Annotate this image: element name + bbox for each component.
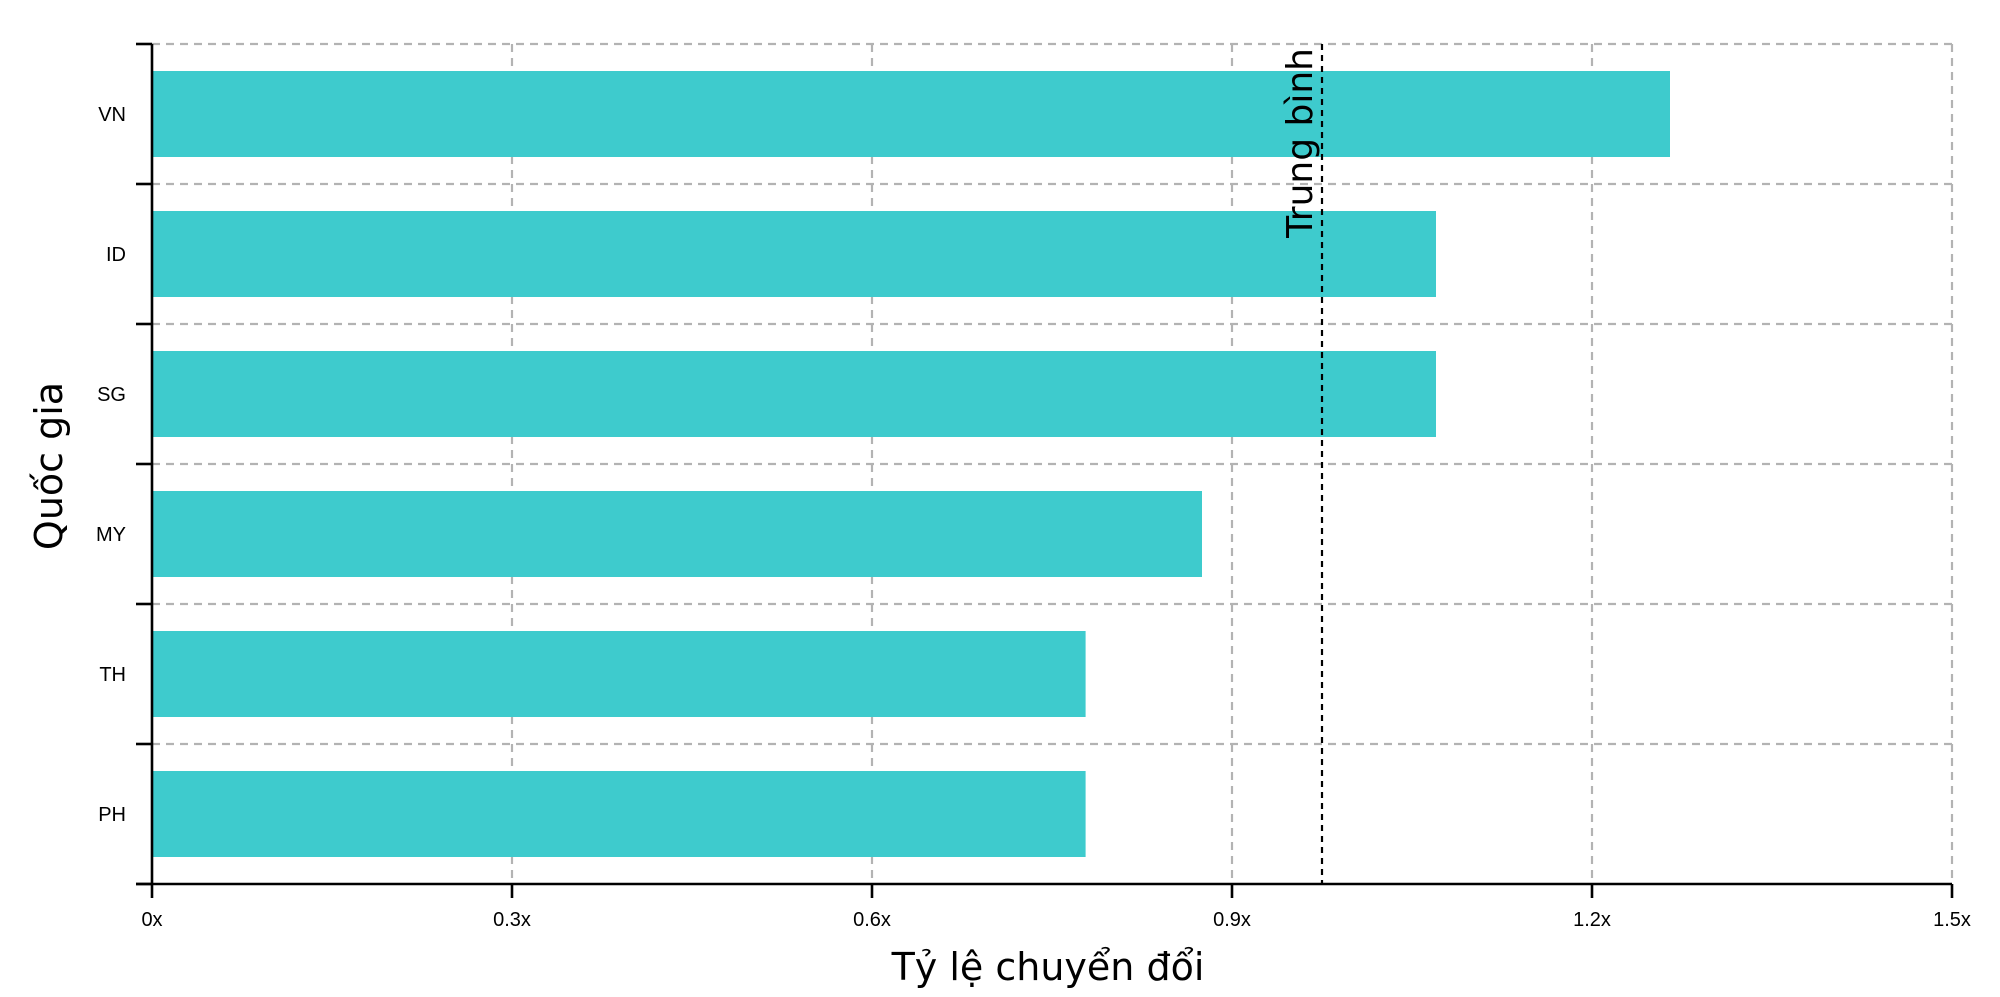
x-axis-title: Tỷ lệ chuyển đổi (891, 945, 1205, 989)
y-tick-label-id: ID (106, 244, 126, 266)
bar-sg (152, 351, 1436, 437)
y-tick-label-vn: VN (98, 104, 126, 126)
bars (152, 71, 1670, 857)
x-tick-label: 0.3x (493, 909, 531, 931)
x-tick-label: 0.6x (853, 909, 891, 931)
y-tick-label-th: TH (99, 664, 126, 686)
y-tick-label-sg: SG (97, 384, 126, 406)
y-tick-label-ph: PH (98, 804, 126, 826)
bar-id (152, 211, 1436, 297)
x-tick-label: 0x (141, 909, 162, 931)
bar-th (152, 631, 1086, 717)
bar-ph (152, 771, 1086, 857)
axes (136, 42, 1954, 898)
x-tick-label: 1.2x (1573, 909, 1611, 931)
y-tick-label-my: MY (96, 524, 126, 546)
tick-labels: VN ID SG MY TH PH 0x 0.3x 0.6x 0.9x 1.2x 1.5x (96, 104, 1971, 931)
x-tick-label: 1.5x (1933, 909, 1971, 931)
reference-line-label: Trung bình (1280, 48, 1321, 239)
grid-lines (152, 42, 1954, 884)
reference-line-group: Trung bình (1280, 44, 1324, 884)
bar-my (152, 491, 1202, 577)
y-axis-title: Quốc gia (27, 382, 71, 550)
bar-vn (152, 71, 1670, 157)
x-tick-label: 0.9x (1213, 909, 1251, 931)
